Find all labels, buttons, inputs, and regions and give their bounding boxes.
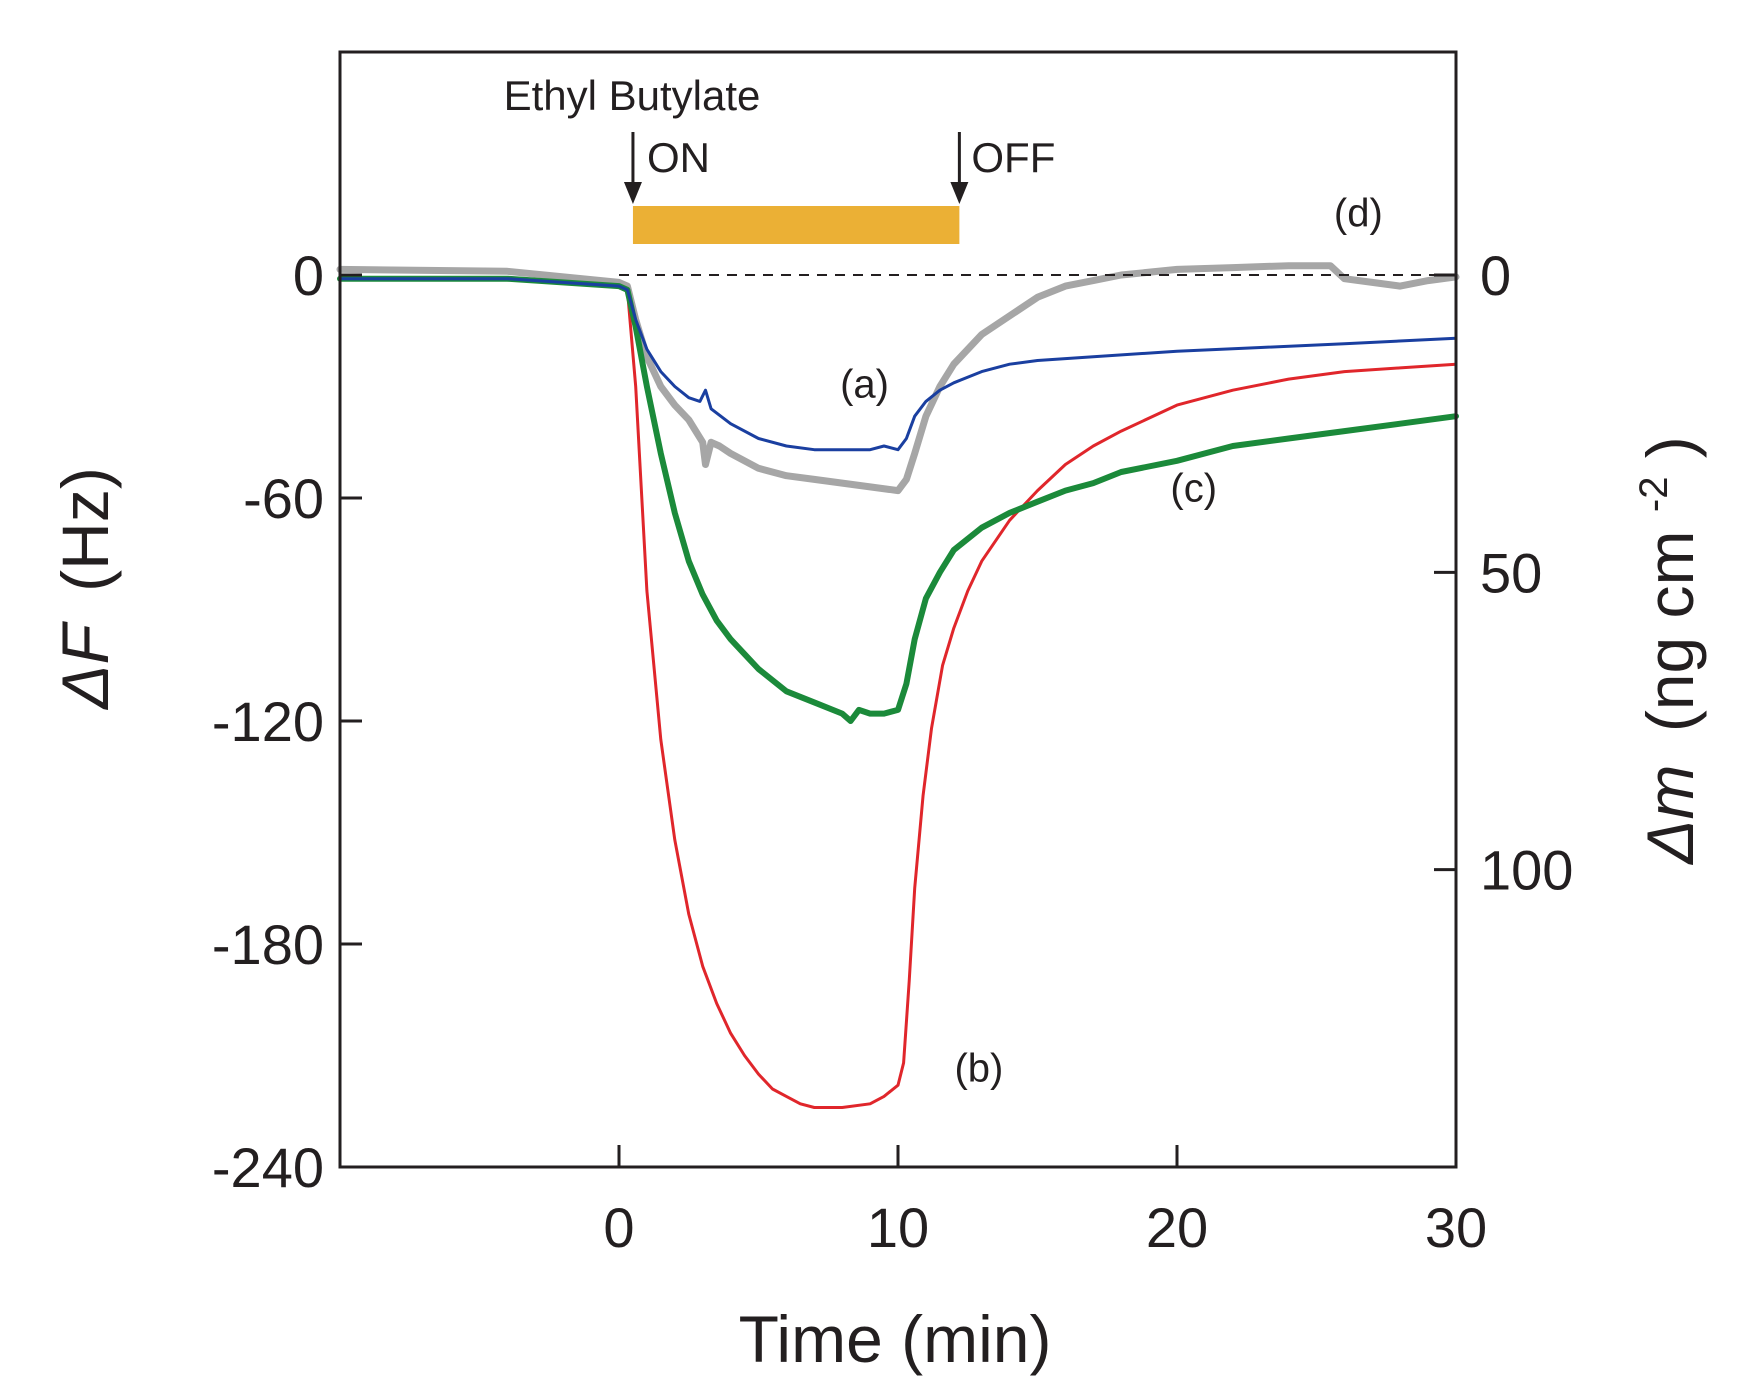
y-right-unit: (ng cm [1633, 530, 1707, 732]
y2-tick-label: 0 [1480, 244, 1511, 307]
exposure-on-label: ON [647, 134, 710, 181]
curve-label-b: (b) [954, 1047, 1003, 1091]
x-tick-label: 0 [603, 1196, 634, 1259]
series-line-c [337, 275, 1459, 724]
y-left-symbol: ΔF [48, 621, 122, 711]
y-axis-title-left: ΔF (Hz) [48, 467, 122, 711]
curve-label-c: (c) [1170, 467, 1217, 511]
curve-label-d: (d) [1334, 192, 1383, 236]
y-left-unit: (Hz) [48, 467, 122, 592]
exposure-layer [632, 206, 960, 244]
exposure-off-label: OFF [971, 134, 1055, 181]
curve-label-a: (a) [840, 363, 889, 407]
y-right-exponent: -2 [1632, 477, 1676, 513]
y2-tick-label: 50 [1480, 541, 1542, 604]
arrow-off-head [950, 182, 969, 204]
curve-label-layer: (a) (b) (c) (d) [840, 192, 1383, 1091]
series-line-b [338, 277, 1458, 1109]
y-right-close: ) [1633, 436, 1707, 458]
y-right-symbol: Δm [1633, 765, 1707, 866]
arrow-on-head [623, 182, 642, 204]
y-tick-label: -180 [212, 913, 324, 976]
x-tick-label: 20 [1146, 1196, 1208, 1259]
y-tick-label: 0 [293, 244, 324, 307]
y-tick-label: -60 [243, 467, 324, 530]
x-tick-label: 30 [1425, 1196, 1487, 1259]
exposure-bar [632, 206, 960, 244]
y-tick-label: -240 [212, 1136, 324, 1199]
exposure-label: Ethyl Butylate [504, 72, 761, 119]
series-line-a [338, 277, 1458, 452]
tick-layer: 0 10 20 30 0 -60 -120 -180 -240 0 50 100 [212, 244, 1574, 1259]
series-line-d [336, 262, 1460, 495]
y-tick-label: -120 [212, 690, 324, 753]
y2-tick-label: 100 [1480, 839, 1573, 902]
arrow-layer [623, 132, 969, 204]
y-axis-title-right: Δm (ng cm -2 ) [1607, 436, 1707, 866]
x-axis-title: Time (min) [739, 1302, 1052, 1376]
x-tick-label: 10 [867, 1196, 929, 1259]
series-layer [336, 262, 1460, 1109]
